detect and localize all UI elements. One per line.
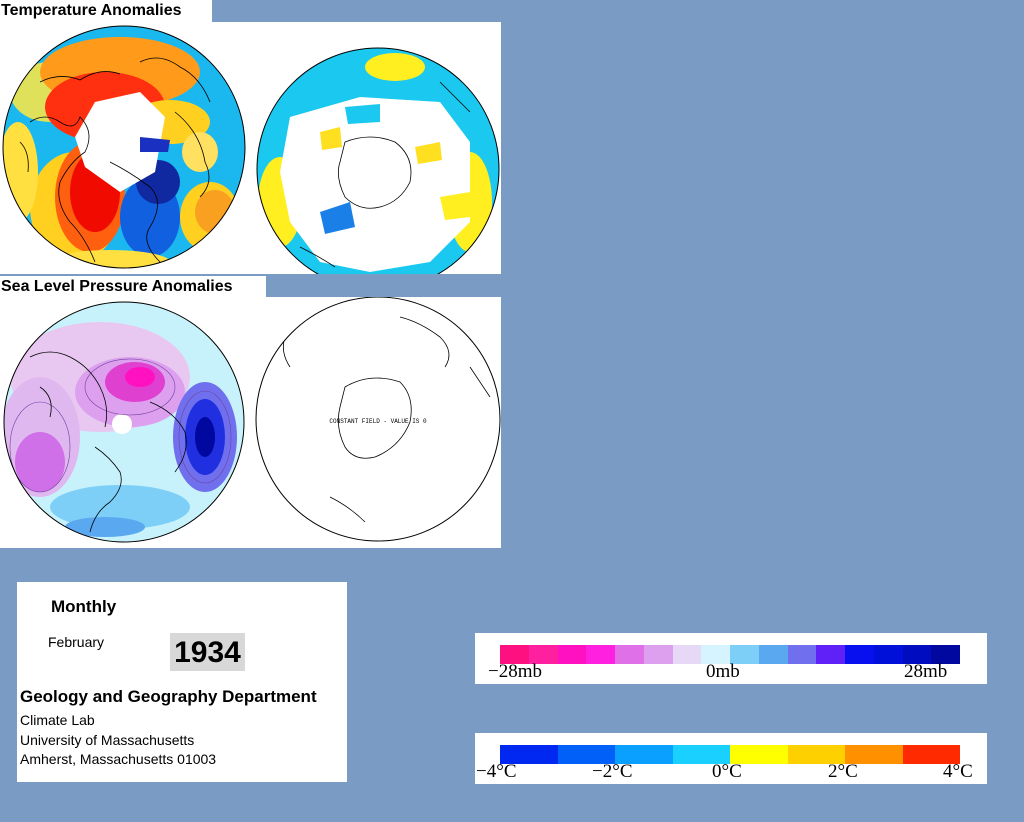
pressure-color-swatches [500,645,960,664]
temperature-color-swatches [500,745,960,764]
pressure-swatch-4 [615,645,644,664]
temperature-minus2-label: −2°C [592,761,633,782]
pressure-colorbar: −28mb 0mb 28mb [475,633,987,684]
pressure-min-label: −28mb [488,661,542,682]
temperature-minus4-label: −4°C [476,761,517,782]
pressure-swatch-5 [643,645,673,664]
pressure-swatch-12 [845,645,874,664]
pressure-swatch-8 [730,645,759,664]
pressure-swatch-15 [931,645,960,664]
pressure-max-label: 28mb [904,661,948,682]
temperature-swatch-4 [730,745,788,764]
pressure-swatch-10 [787,645,817,664]
pressure-swatch-13 [873,645,903,664]
pressure-swatch-7 [701,645,730,664]
temperature-maps-panel [0,22,501,274]
pressure-swatch-2 [557,645,587,664]
temperature-swatch-5 [787,745,845,764]
pressure-swatch-3 [586,645,615,664]
pressure-swatch-0 [500,645,529,664]
temperature-swatch-2 [615,745,673,764]
pressure-north-hemisphere-map [3,301,245,543]
temperature-swatch-0 [500,745,558,764]
temperature-plus4-label: 4°C [943,761,973,782]
period-label: Monthly [51,597,117,616]
temperature-swatch-6 [845,745,903,764]
university-label: University of Massachusetts [20,732,195,748]
temperature-zero-label: 0°C [712,761,742,782]
pressure-maps-panel: CONSTANT FIELD - VALUE IS 0 [0,297,501,548]
year-label: 1934 [170,633,245,671]
pressure-swatch-11 [816,645,845,664]
sea-level-pressure-anomalies-title: Sea Level Pressure Anomalies [0,276,266,298]
pressure-swatch-6 [672,645,702,664]
pressure-swatch-14 [902,645,932,664]
temperature-plus2-label: 2°C [828,761,858,782]
temperature-swatch-1 [557,745,615,764]
department-label: Geology and Geography Department [20,687,317,706]
pressure-swatch-9 [758,645,788,664]
temperature-north-hemisphere-map [2,25,246,269]
month-label: February [48,634,105,650]
pressure-south-hemisphere-map: CONSTANT FIELD - VALUE IS 0 [255,297,501,542]
pressure-zero-label: 0mb [706,661,740,682]
pressure-swatch-1 [528,645,558,664]
temperature-colorbar: −4°C −2°C 0°C 2°C 4°C [475,733,987,784]
info-panel: Monthly February 1934 Geology and Geogra… [17,582,347,782]
temperature-anomalies-title: Temperature Anomalies [0,0,212,22]
temperature-swatch-3 [672,745,730,764]
temperature-swatch-7 [902,745,960,764]
lab-label: Climate Lab [20,712,95,728]
address-label: Amherst, Massachusetts 01003 [20,751,217,767]
temperature-south-hemisphere-map [256,47,500,274]
constant-field-note: CONSTANT FIELD - VALUE IS 0 [329,418,427,425]
